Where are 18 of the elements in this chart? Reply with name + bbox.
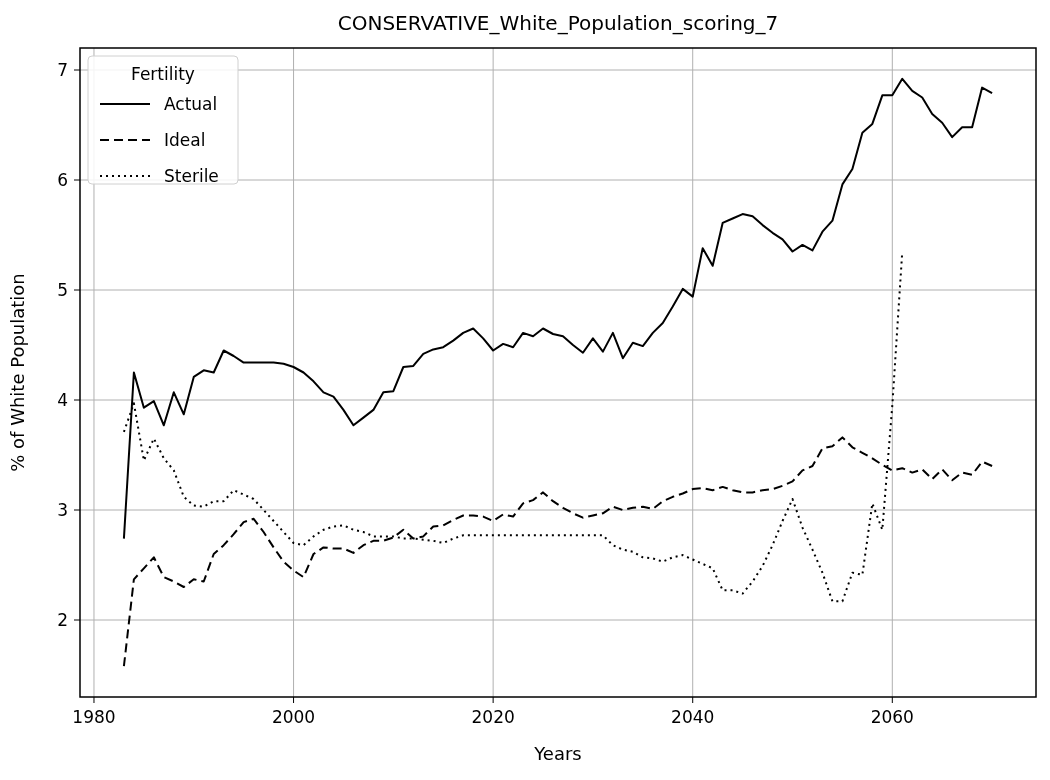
x-tick-label: 2020 [471, 707, 515, 727]
y-tick-label: 2 [57, 609, 68, 630]
x-tick-label: 2000 [271, 707, 316, 727]
y-tick-label: 7 [57, 59, 68, 80]
chart-title: CONSERVATIVE_White_Population_scoring_7 [337, 11, 779, 35]
legend-label: Sterile [164, 165, 219, 186]
legend-label: Actual [164, 93, 218, 114]
legend-label: Ideal [164, 129, 206, 150]
x-tick-label: 1980 [72, 707, 116, 727]
y-tick-label: 3 [57, 499, 68, 520]
y-tick-label: 6 [57, 169, 68, 190]
x-tick-label: 2040 [671, 707, 715, 727]
y-tick-label: 4 [57, 389, 68, 410]
y-tick-label: 5 [57, 279, 68, 300]
legend-title: Fertility [131, 64, 195, 84]
x-axis-title: Years [533, 743, 582, 764]
x-tick-label: 2060 [870, 707, 914, 727]
y-axis-title: % of White Population [7, 273, 28, 472]
